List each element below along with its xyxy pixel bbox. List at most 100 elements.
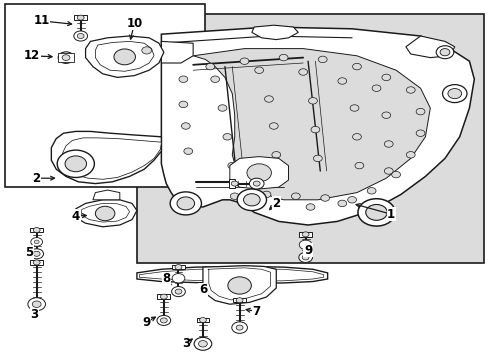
Circle shape <box>352 134 361 140</box>
Circle shape <box>114 49 135 65</box>
Circle shape <box>230 193 239 199</box>
Circle shape <box>31 238 42 246</box>
Circle shape <box>384 141 392 147</box>
Circle shape <box>183 148 192 154</box>
Circle shape <box>384 168 392 174</box>
Circle shape <box>236 298 243 303</box>
Polygon shape <box>81 203 129 222</box>
Text: 10: 10 <box>126 17 142 30</box>
Polygon shape <box>161 41 193 63</box>
Circle shape <box>210 76 219 82</box>
Circle shape <box>232 323 246 333</box>
Circle shape <box>198 341 207 347</box>
Circle shape <box>406 152 414 158</box>
Circle shape <box>157 315 170 325</box>
Circle shape <box>33 228 40 233</box>
Circle shape <box>199 318 206 323</box>
Circle shape <box>30 249 43 259</box>
Circle shape <box>227 162 236 169</box>
Circle shape <box>243 194 260 206</box>
Circle shape <box>33 251 40 256</box>
Circle shape <box>33 260 40 265</box>
Circle shape <box>95 206 115 221</box>
Bar <box>30 260 43 265</box>
Circle shape <box>179 101 187 108</box>
Polygon shape <box>139 269 323 281</box>
Circle shape <box>62 55 70 60</box>
Polygon shape <box>203 266 276 304</box>
Polygon shape <box>405 36 454 58</box>
Circle shape <box>160 318 167 323</box>
Circle shape <box>254 67 263 73</box>
Circle shape <box>357 199 394 226</box>
Text: 3: 3 <box>182 337 189 350</box>
Circle shape <box>299 240 311 249</box>
Polygon shape <box>85 36 163 77</box>
Polygon shape <box>93 190 120 200</box>
Bar <box>30 228 43 232</box>
Circle shape <box>415 130 424 136</box>
Circle shape <box>347 197 356 203</box>
Circle shape <box>415 108 424 115</box>
Circle shape <box>271 152 280 158</box>
Circle shape <box>171 287 185 297</box>
Circle shape <box>77 15 84 20</box>
Circle shape <box>179 76 187 82</box>
Text: 2: 2 <box>33 172 41 185</box>
Circle shape <box>249 178 264 189</box>
Bar <box>5 4 205 187</box>
Circle shape <box>177 197 194 210</box>
Text: 3: 3 <box>30 309 38 321</box>
Bar <box>137 14 483 263</box>
Bar <box>233 298 245 302</box>
Circle shape <box>262 191 270 198</box>
Circle shape <box>74 31 87 41</box>
Circle shape <box>337 78 346 84</box>
Circle shape <box>218 105 226 111</box>
Circle shape <box>33 302 40 307</box>
Circle shape <box>349 105 358 111</box>
Circle shape <box>32 301 41 307</box>
Polygon shape <box>161 27 473 225</box>
Polygon shape <box>207 268 270 300</box>
Circle shape <box>406 87 414 93</box>
Text: 8: 8 <box>162 273 170 285</box>
Circle shape <box>231 181 238 186</box>
Circle shape <box>310 126 319 133</box>
Circle shape <box>34 240 39 244</box>
Text: 4: 4 <box>72 210 80 222</box>
Circle shape <box>175 289 182 294</box>
Circle shape <box>352 63 361 70</box>
Circle shape <box>28 298 45 311</box>
Circle shape <box>302 232 308 237</box>
Circle shape <box>30 299 43 309</box>
Circle shape <box>181 123 190 129</box>
Circle shape <box>196 339 209 349</box>
Circle shape <box>194 337 211 350</box>
Text: 7: 7 <box>252 305 260 318</box>
Circle shape <box>365 204 386 220</box>
Bar <box>58 53 74 62</box>
Polygon shape <box>193 49 429 200</box>
Circle shape <box>264 96 273 102</box>
Bar <box>299 232 311 237</box>
Bar <box>228 179 234 188</box>
Circle shape <box>381 112 390 118</box>
Circle shape <box>249 179 263 189</box>
Circle shape <box>269 123 278 129</box>
Polygon shape <box>251 25 298 40</box>
Circle shape <box>77 33 84 39</box>
Circle shape <box>313 155 322 162</box>
Circle shape <box>205 63 214 70</box>
Circle shape <box>279 54 287 61</box>
Circle shape <box>391 171 400 178</box>
Text: 1: 1 <box>386 208 394 221</box>
Polygon shape <box>137 266 327 283</box>
Text: 12: 12 <box>23 49 40 62</box>
Circle shape <box>170 192 201 215</box>
Circle shape <box>337 200 346 207</box>
Polygon shape <box>51 131 161 184</box>
Circle shape <box>236 325 243 330</box>
Circle shape <box>240 58 248 64</box>
Circle shape <box>302 255 308 260</box>
